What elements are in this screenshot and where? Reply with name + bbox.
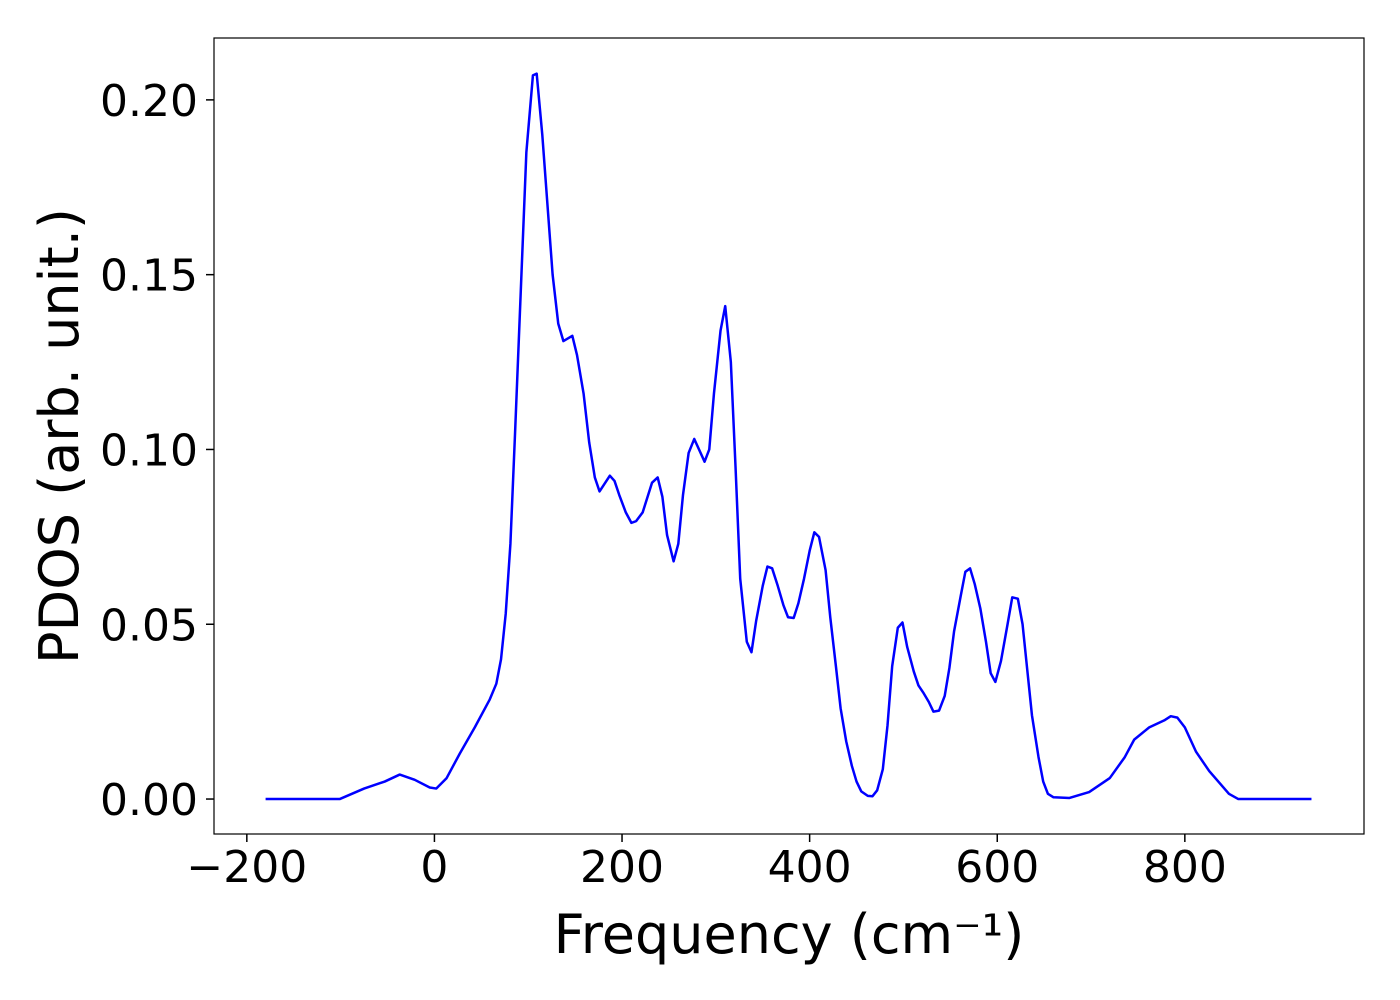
x-tick-label: −200 — [186, 842, 307, 893]
y-tick-label: 0.00 — [100, 775, 198, 826]
x-tick-label: 200 — [580, 842, 664, 893]
x-axis-label: Frequency (cm⁻¹) — [554, 903, 1025, 966]
y-tick-label: 0.15 — [100, 251, 198, 302]
y-tick-label: 0.05 — [100, 600, 198, 651]
y-tick-label: 0.10 — [100, 425, 198, 476]
x-tick-label: 800 — [1143, 842, 1227, 893]
line-series — [265, 72, 1312, 801]
y-axis-label: PDOS (arb. unit.) — [28, 208, 91, 664]
y-tick-label: 0.20 — [100, 76, 198, 127]
x-tick-label: 0 — [420, 842, 448, 893]
x-tick-label: 400 — [768, 842, 852, 893]
plot-frame — [213, 37, 1365, 835]
x-tick-label: 600 — [955, 842, 1039, 893]
